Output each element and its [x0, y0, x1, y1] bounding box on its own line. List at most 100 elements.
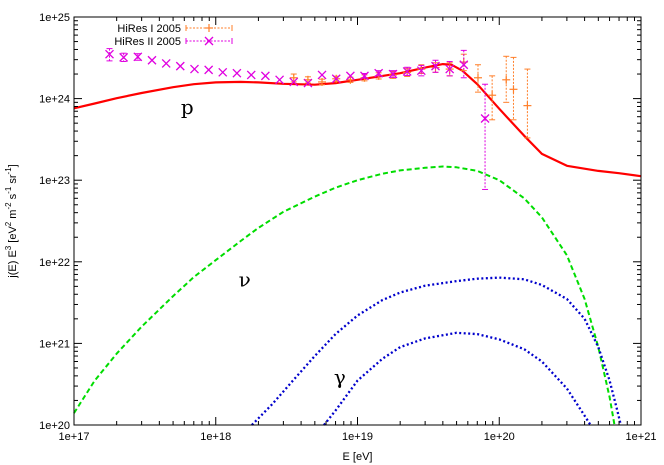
marker-x-b: [260, 71, 270, 81]
annotation-label: ν: [239, 267, 251, 291]
hires2-point: [480, 114, 490, 123]
hires2-point: [388, 69, 398, 79]
hires2-point: [289, 77, 299, 87]
hires2-point: [317, 70, 327, 80]
y-axis-label-part: s: [7, 193, 19, 202]
annotation-label: p: [181, 95, 194, 119]
y-axis-label-part: -1: [4, 186, 13, 194]
legend-marker: [205, 24, 213, 32]
hires2-point: [260, 71, 270, 81]
marker-x-b: [331, 74, 341, 84]
y-tick-label: 1e+23: [39, 175, 70, 187]
x-tick-label: 1e+21: [626, 431, 657, 443]
curve-gamma: [251, 276, 622, 426]
hires1-point: [509, 85, 518, 94]
marker-x-b: [360, 71, 369, 81]
marker-x-b: [147, 55, 157, 65]
curve-neutrino: [73, 165, 616, 426]
legend-label: HiRes II 2005: [114, 36, 181, 48]
hires2-point: [232, 68, 242, 78]
annotation-label: γ: [334, 365, 346, 389]
marker-x-b: [204, 36, 214, 46]
y-axis-label-part: [eV: [7, 226, 19, 246]
y-axis-label: j(E) E3​ [eV2​ m-2​ s-1​ sr-1​]: [4, 164, 19, 278]
marker-x-b: [431, 61, 440, 71]
marker-x-b: [204, 65, 214, 75]
hires1-point: [523, 101, 532, 110]
y-axis-label-part: sr: [7, 174, 19, 187]
marker-x-b: [246, 70, 256, 80]
model-curves: [73, 62, 642, 426]
marker-x-b: [105, 49, 114, 59]
x-tick-label: 1e+17: [59, 431, 90, 443]
curve-gamma: [323, 331, 592, 426]
hires2-point: [175, 61, 185, 71]
y-axis-label-part: -1: [4, 167, 13, 175]
hires2-point: [459, 60, 469, 70]
x-tick-label: 1e+19: [342, 431, 373, 443]
hires2-point: [147, 55, 157, 65]
y-tick-label: 1e+25: [39, 12, 70, 24]
y-axis-label-part: 3: [4, 245, 13, 250]
hires2-point: [360, 71, 369, 81]
hires2-point: [331, 74, 341, 84]
hires1-point: [346, 75, 355, 84]
marker-x-b: [119, 52, 129, 62]
hires2-point: [402, 67, 412, 76]
hires2-point: [105, 49, 114, 59]
hires2-point: [303, 78, 313, 88]
marker-x-b: [480, 114, 490, 123]
y-axis-label-part: m: [7, 210, 19, 222]
y-tick-label: 1e+22: [39, 257, 70, 269]
hires2-point: [204, 65, 214, 75]
hires2-point: [416, 66, 426, 76]
hires2-point: [345, 71, 355, 81]
marker-x-b: [133, 52, 143, 62]
marker-x-b: [275, 75, 285, 85]
hires2-point: [445, 64, 455, 74]
marker-x-b: [289, 77, 299, 87]
marker-x-b: [445, 64, 455, 74]
hires2-point: [275, 75, 285, 85]
marker-x-b: [388, 69, 398, 79]
marker-x-b: [459, 60, 469, 70]
x-tick-label: 1e+20: [484, 431, 515, 443]
hires2-point: [190, 64, 199, 74]
legend-label: HiRes I 2005: [117, 23, 181, 35]
marker-x-b: [218, 67, 228, 77]
y-axis-label-part: j(E) E: [7, 250, 19, 279]
marker-x-b: [190, 64, 199, 74]
hires2-point: [119, 52, 129, 62]
hires2-point: [161, 58, 171, 68]
hires2-point: [431, 61, 440, 71]
marker-x-b: [161, 58, 171, 68]
hires1-point: [473, 73, 482, 82]
hires2-point: [133, 52, 143, 62]
hires1-point: [318, 77, 327, 86]
hires2-point: [246, 70, 256, 80]
legend-marker: [204, 36, 214, 46]
plot-frame: [73, 16, 642, 426]
y-axis-label-part: -2: [4, 202, 13, 210]
marker-x-b: [303, 78, 313, 88]
y-axis-label-part: ]: [7, 164, 19, 167]
hires2-point: [218, 67, 228, 77]
marker-x-b: [175, 61, 185, 71]
marker-x-b: [402, 67, 412, 76]
x-axis-label: E [eV]: [343, 451, 373, 463]
hires1-point: [488, 91, 497, 100]
marker-x-b: [232, 68, 242, 78]
curve-proton: [73, 62, 642, 178]
y-tick-label: 1e+21: [39, 338, 70, 350]
hires1-point: [289, 73, 298, 82]
marker-x-b: [416, 66, 426, 76]
y-tick-label: 1e+20: [39, 420, 70, 432]
axis-ticks: 1e+17 1e+18 1e+19 1e+20 1e+21 1e+20 1e+21 1e+22…: [39, 12, 656, 443]
data-series: [105, 48, 532, 190]
marker-x-b: [317, 70, 327, 80]
y-tick-label: 1e+24: [39, 94, 70, 106]
y-axis-label-part: 2: [4, 221, 13, 226]
curve-annotations: p ν γ: [181, 95, 346, 389]
